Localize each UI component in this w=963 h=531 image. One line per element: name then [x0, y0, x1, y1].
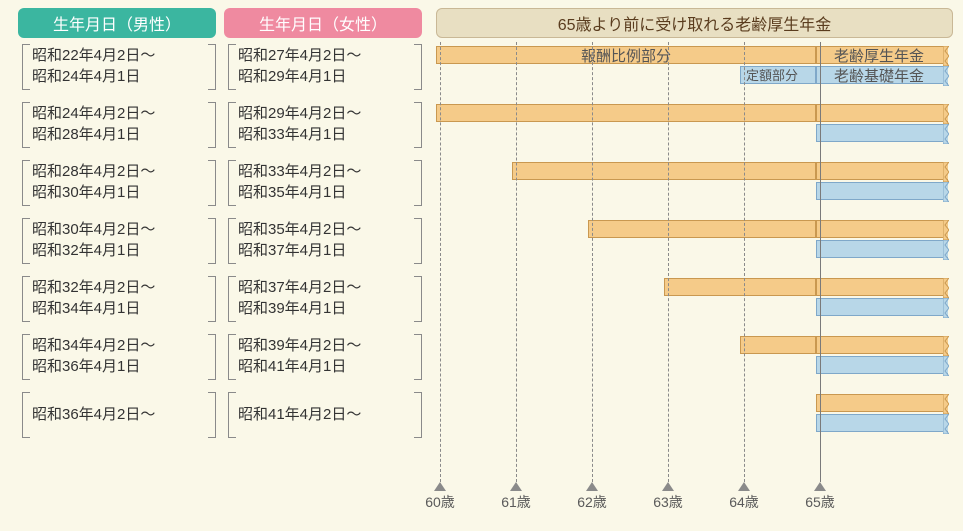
chart-cell [436, 218, 953, 262]
kousei-after65-bar [816, 162, 948, 180]
birthdate-line: 昭和34年4月2日～ [32, 335, 210, 356]
birthdate-line: 昭和36年4月2日～ [32, 404, 210, 425]
kiso-after65-bar [816, 298, 948, 316]
birthdate-line: 昭和41年4月2日～ [238, 404, 416, 425]
female-birthdate-range: 昭和33年4月2日～昭和35年4月1日 [224, 160, 422, 204]
female-birthdate-range: 昭和29年4月2日～昭和33年4月1日 [224, 102, 422, 146]
header-row: 生年月日（男性） 生年月日（女性） 65歳より前に受け取れる老齢厚生年金 [10, 8, 953, 38]
age-marker-icon [586, 482, 598, 491]
age-label: 62歳 [577, 492, 607, 512]
female-birthdate-range: 昭和39年4月2日～昭和41年4月1日 [224, 334, 422, 378]
age-label: 65歳 [805, 492, 835, 512]
data-row: 昭和36年4月2日～ 昭和41年4月2日～ [10, 392, 953, 436]
male-birthdate-range: 昭和30年4月2日～昭和32年4月1日 [18, 218, 216, 262]
birthdate-line: 昭和28年4月2日～ [32, 161, 210, 182]
birthdate-line: 昭和36年4月1日 [32, 356, 210, 377]
header-male: 生年月日（男性） [18, 8, 216, 38]
age-marker-icon [662, 482, 674, 491]
birthdate-line: 昭和37年4月2日～ [238, 277, 416, 298]
birthdate-line: 昭和29年4月1日 [238, 66, 416, 87]
male-birthdate-range: 昭和36年4月2日～ [18, 392, 216, 436]
data-row: 昭和32年4月2日～昭和34年4月1日昭和37年4月2日～昭和39年4月1日 [10, 276, 953, 320]
chart-cell [436, 392, 953, 436]
data-row: 昭和34年4月2日～昭和36年4月1日昭和39年4月2日～昭和41年4月1日 [10, 334, 953, 378]
birthdate-line: 昭和33年4月2日～ [238, 161, 416, 182]
proportional-bar [740, 336, 816, 354]
birthdate-line: 昭和29年4月2日～ [238, 103, 416, 124]
kousei-after65-bar [816, 336, 948, 354]
data-row: 昭和24年4月2日～昭和28年4月1日昭和29年4月2日～昭和33年4月1日 [10, 102, 953, 146]
kousei-after65-bar [816, 394, 948, 412]
age-marker-icon [434, 482, 446, 491]
male-birthdate-range: 昭和34年4月2日～昭和36年4月1日 [18, 334, 216, 378]
age-marker-icon [814, 482, 826, 491]
male-birthdate-range: 昭和32年4月2日～昭和34年4月1日 [18, 276, 216, 320]
chart-cell [436, 102, 953, 146]
kiso-after65-bar [816, 124, 948, 142]
male-birthdate-range: 昭和22年4月2日～昭和24年4月1日 [18, 44, 216, 88]
female-birthdate-range: 昭和27年4月2日～昭和29年4月1日 [224, 44, 422, 88]
birthdate-line: 昭和22年4月2日～ [32, 45, 210, 66]
birthdate-line: 昭和30年4月1日 [32, 182, 210, 203]
birthdate-line: 昭和24年4月2日～ [32, 103, 210, 124]
kousei-after65-bar [816, 104, 948, 122]
female-birthdate-range: 昭和35年4月2日～昭和37年4月1日 [224, 218, 422, 262]
birthdate-line: 昭和41年4月1日 [238, 356, 416, 377]
chart-cell [436, 160, 953, 204]
rows-container: 昭和22年4月2日～昭和24年4月1日昭和27年4月2日～昭和29年4月1日 報… [10, 44, 953, 436]
birthdate-line: 昭和32年4月1日 [32, 240, 210, 261]
proportional-bar [512, 162, 816, 180]
birthdate-line: 昭和24年4月1日 [32, 66, 210, 87]
proportional-label: 報酬比例部分 [581, 45, 671, 66]
birthdate-line: 昭和32年4月2日～ [32, 277, 210, 298]
birthdate-line: 昭和28年4月1日 [32, 124, 210, 145]
birthdate-line: 昭和35年4月1日 [238, 182, 416, 203]
kiso-after65-bar [816, 414, 948, 432]
female-birthdate-range: 昭和41年4月2日～ [224, 392, 422, 436]
header-female: 生年月日（女性） [224, 8, 422, 38]
proportional-bar [436, 104, 816, 122]
flat-label: 定額部分 [746, 65, 798, 84]
age-marker-icon [510, 482, 522, 491]
birthdate-line: 昭和37年4月1日 [238, 240, 416, 261]
pension-diagram: 生年月日（男性） 生年月日（女性） 65歳より前に受け取れる老齢厚生年金 昭和2… [0, 0, 963, 531]
data-row: 昭和28年4月2日～昭和30年4月1日昭和33年4月2日～昭和35年4月1日 [10, 160, 953, 204]
data-row: 昭和22年4月2日～昭和24年4月1日昭和27年4月2日～昭和29年4月1日 報… [10, 44, 953, 88]
male-birthdate-range: 昭和24年4月2日～昭和28年4月1日 [18, 102, 216, 146]
kousei-after65-bar [816, 278, 948, 296]
kiso-label: 老齢基礎年金 [834, 65, 924, 86]
proportional-bar [588, 220, 816, 238]
kiso-after65-bar [816, 240, 948, 258]
header-chart-title: 65歳より前に受け取れる老齢厚生年金 [436, 8, 953, 38]
age-label: 63歳 [653, 492, 683, 512]
kousei-after65-bar [816, 220, 948, 238]
birthdate-line: 昭和35年4月2日～ [238, 219, 416, 240]
birthdate-line: 昭和39年4月1日 [238, 298, 416, 319]
birthdate-line: 昭和33年4月1日 [238, 124, 416, 145]
age-label: 61歳 [501, 492, 531, 512]
male-birthdate-range: 昭和28年4月2日～昭和30年4月1日 [18, 160, 216, 204]
female-birthdate-range: 昭和37年4月2日～昭和39年4月1日 [224, 276, 422, 320]
birthdate-line: 昭和39年4月2日～ [238, 335, 416, 356]
age-label: 64歳 [729, 492, 759, 512]
data-row: 昭和30年4月2日～昭和32年4月1日昭和35年4月2日～昭和37年4月1日 [10, 218, 953, 262]
age-marker-icon [738, 482, 750, 491]
kousei-label: 老齢厚生年金 [834, 45, 924, 66]
chart-cell [436, 276, 953, 320]
proportional-bar [664, 278, 816, 296]
chart-cell: 報酬比例部分定額部分 老齢厚生年金老齢基礎年金 [436, 44, 953, 88]
birthdate-line: 昭和34年4月1日 [32, 298, 210, 319]
chart-cell [436, 334, 953, 378]
birthdate-line: 昭和27年4月2日～ [238, 45, 416, 66]
kiso-after65-bar [816, 356, 948, 374]
age-label: 60歳 [425, 492, 455, 512]
kiso-after65-bar [816, 182, 948, 200]
birthdate-line: 昭和30年4月2日～ [32, 219, 210, 240]
